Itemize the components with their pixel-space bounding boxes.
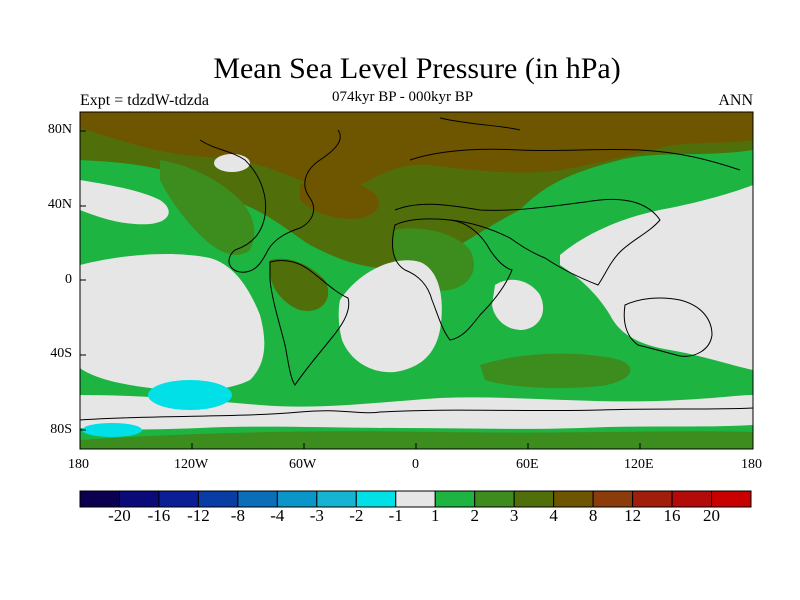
colorbar-swatch bbox=[355, 490, 397, 508]
field-south-olive bbox=[480, 353, 631, 388]
colorbar-tick-label: -4 bbox=[270, 506, 285, 525]
colorbar-swatch bbox=[395, 490, 436, 508]
season-label: ANN bbox=[718, 92, 753, 109]
colorbar-swatch bbox=[158, 490, 199, 508]
colorbar-tick-label: -8 bbox=[230, 506, 245, 525]
field-pacific-neutral bbox=[80, 254, 265, 391]
lat-label-0: 0 bbox=[65, 272, 72, 287]
lat-label-40s: 40S bbox=[50, 346, 72, 361]
map-title: Mean Sea Level Pressure (in hPa) bbox=[213, 52, 621, 85]
field-na-neutral bbox=[80, 180, 169, 225]
colorbar-swatch bbox=[79, 490, 120, 508]
colorbar-swatch bbox=[513, 490, 555, 508]
lat-label-40n: 40N bbox=[47, 197, 72, 212]
colorbar-swatch bbox=[474, 490, 515, 508]
period-label: 074kyr BP - 000kyr BP bbox=[332, 89, 474, 105]
field-sa-olive bbox=[270, 258, 329, 311]
colorbar-tick-label: -20 bbox=[108, 506, 131, 525]
field-atlantic-neutral bbox=[338, 260, 442, 373]
lon-label-60e: 60E bbox=[516, 457, 539, 472]
colorbar-tick-label: 12 bbox=[624, 506, 642, 525]
lon-label-180e: 180 bbox=[741, 457, 762, 472]
colorbar-tick-label: -3 bbox=[309, 506, 324, 525]
lon-label-120w: 120W bbox=[174, 457, 209, 472]
lon-label-120e: 120E bbox=[624, 457, 654, 472]
colorbar-tick-label: -16 bbox=[147, 506, 171, 525]
colorbar-swatch bbox=[434, 490, 476, 508]
colorbar-tick-label: 4 bbox=[549, 506, 558, 525]
lon-label-0: 0 bbox=[412, 457, 419, 472]
field-na-olive bbox=[160, 160, 255, 255]
field-eurasia-brown bbox=[300, 178, 379, 219]
colorbar-tick-label: 20 bbox=[703, 506, 721, 525]
field-ross-cyan bbox=[82, 423, 142, 437]
lon-label-180w: 180 bbox=[68, 457, 89, 472]
coastlines bbox=[80, 117, 753, 421]
colorbar-tick-label: -2 bbox=[349, 506, 364, 525]
colorbar-swatch bbox=[316, 490, 357, 508]
field-southpac-cyan bbox=[148, 380, 232, 410]
colorbar-swatch bbox=[276, 490, 318, 508]
axis-ticks bbox=[79, 130, 754, 449]
colorbar-tick-label: 2 bbox=[470, 506, 479, 525]
field-indian-neutral bbox=[492, 279, 544, 330]
experiment-label: Expt = tdzdW-tdzda bbox=[80, 92, 209, 109]
colorbar-swatch bbox=[237, 490, 278, 508]
lon-label-60w: 60W bbox=[289, 457, 317, 472]
colorbar bbox=[79, 490, 752, 508]
colorbar-tick-label: 3 bbox=[509, 506, 519, 525]
pressure-field bbox=[80, 112, 753, 449]
lat-label-80s: 80S bbox=[50, 422, 72, 437]
colorbar-tick-label: -12 bbox=[187, 506, 210, 525]
colorbar-swatch bbox=[592, 490, 634, 508]
colorbar-swatch bbox=[553, 490, 594, 508]
field-alaska-neutral bbox=[214, 154, 250, 172]
lat-label-80n: 80N bbox=[47, 122, 72, 137]
colorbar-swatch bbox=[197, 490, 239, 508]
colorbar-swatch bbox=[632, 490, 673, 508]
colorbar-swatch bbox=[118, 490, 160, 508]
colorbar-swatch bbox=[671, 490, 713, 508]
colorbar-tick-label: -1 bbox=[388, 506, 403, 525]
field-antarctic-olive bbox=[80, 431, 753, 449]
colorbar-tick-label: 1 bbox=[430, 506, 440, 525]
field-westpac-neutral bbox=[560, 185, 753, 370]
colorbar-tick-label: 16 bbox=[663, 506, 681, 525]
colorbar-tick-label: 8 bbox=[588, 506, 598, 525]
colorbar-swatch bbox=[711, 490, 752, 508]
field-austral-neutral bbox=[80, 395, 753, 430]
field-north-brown bbox=[80, 112, 753, 189]
